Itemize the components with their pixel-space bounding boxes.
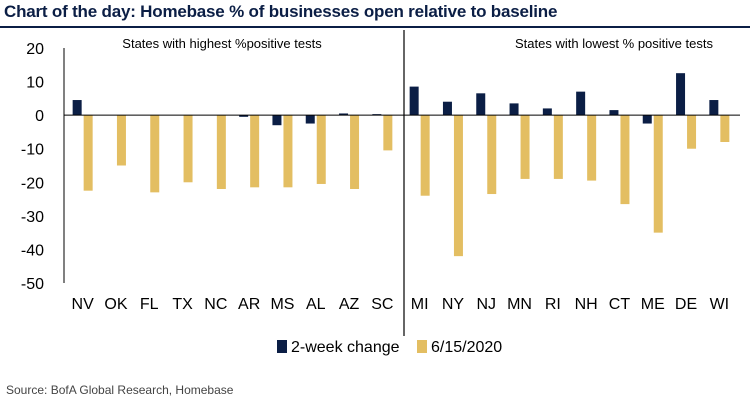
- bar-6-15-2020-nc: [216, 115, 226, 189]
- chart-title: Chart of the day: Homebase % of business…: [4, 2, 558, 21]
- y-tick-label-30: -30: [21, 209, 44, 226]
- group-label-2: States with lowest % positive tests: [515, 36, 713, 51]
- bar-6-15-2020-az: [350, 115, 360, 189]
- bar-2-week-change-ms: [272, 115, 282, 126]
- bar-6-15-2020-sc: [383, 115, 393, 151]
- x-tick-labels: NV OK FL TX NC AR MS AL AZ SC MI NY NJ MN RI NH CT ME DE WI: [72, 296, 730, 313]
- legend-label-2-week-change: 2-week change: [291, 339, 400, 356]
- x-tick-label-me: ME: [641, 296, 665, 313]
- x-tick-label-wi: WI: [710, 296, 730, 313]
- bar-6-15-2020-mi: [420, 115, 430, 196]
- legend-swatch-6-15-2020: [417, 340, 427, 353]
- y-tick-label-10: 10: [26, 75, 44, 92]
- y-tick-label-40: -40: [21, 242, 44, 259]
- bar-2-week-change-de: [676, 73, 686, 116]
- bar-6-15-2020-ok: [116, 115, 126, 166]
- x-tick-label-ar: AR: [238, 296, 260, 313]
- x-tick-label-ok: OK: [104, 296, 127, 313]
- source-note: Source: BofA Global Research, Homebase: [6, 383, 234, 397]
- bar-6-15-2020-me: [653, 115, 663, 233]
- bar-6-15-2020-nh: [587, 115, 597, 181]
- bar-2-week-change-nv: [72, 100, 82, 116]
- x-tick-label-de: DE: [675, 296, 697, 313]
- x-tick-label-al: AL: [306, 296, 326, 313]
- x-tick-label-ny: NY: [442, 296, 465, 313]
- bar-6-15-2020-fl: [150, 115, 160, 193]
- bar-6-15-2020-wi: [720, 115, 730, 142]
- bar-2-week-change-ar: [239, 115, 249, 117]
- x-tick-label-mi: MI: [411, 296, 429, 313]
- x-tick-label-nj: NJ: [476, 296, 496, 313]
- x-tick-label-sc: SC: [371, 296, 393, 313]
- bar-2-week-change-wi: [709, 100, 719, 116]
- bars-layer: [72, 73, 730, 257]
- bar-6-15-2020-tx: [183, 115, 193, 183]
- x-tick-label-mn: MN: [507, 296, 532, 313]
- bar-6-15-2020-de: [687, 115, 697, 149]
- bar-6-15-2020-mn: [520, 115, 530, 179]
- x-tick-label-fl: FL: [140, 296, 159, 313]
- bar-6-15-2020-nv: [83, 115, 93, 191]
- x-tick-label-az: AZ: [339, 296, 360, 313]
- y-tick-labels: 20 10 0 -10 -20 -30 -40 -50: [21, 41, 44, 293]
- y-tick-label-20: 20: [26, 41, 44, 58]
- x-tick-label-nc: NC: [204, 296, 227, 313]
- y-tick-label-0: 0: [35, 108, 44, 125]
- bar-2-week-change-az: [339, 113, 349, 116]
- bar-chart: 20 10 0 -10 -20 -30 -40 -50 NV OK FL TX NC AR MS AL AZ S…: [21, 30, 740, 356]
- bar-6-15-2020-ct: [620, 115, 630, 205]
- group-labels: States with highest %positive tests State…: [122, 36, 713, 51]
- bar-6-15-2020-nj: [487, 115, 497, 195]
- legend-swatch-2-week-change: [277, 340, 287, 353]
- bar-2-week-change-al: [305, 115, 315, 124]
- bar-2-week-change-mi: [409, 86, 419, 116]
- group-label-1: States with highest %positive tests: [122, 36, 322, 51]
- legend: 2-week change 6/15/2020: [277, 339, 502, 356]
- bar-2-week-change-sc: [372, 114, 382, 116]
- bar-6-15-2020-ms: [283, 115, 293, 188]
- x-tick-label-nv: NV: [72, 296, 95, 313]
- bar-2-week-change-ny: [442, 101, 452, 116]
- bar-2-week-change-ct: [609, 110, 619, 116]
- x-tick-label-nh: NH: [575, 296, 598, 313]
- legend-label-6-15-2020: 6/15/2020: [431, 339, 502, 356]
- title-rule: [0, 26, 750, 28]
- x-tick-label-ct: CT: [609, 296, 631, 313]
- x-tick-label-ri: RI: [545, 296, 561, 313]
- bar-2-week-change-nh: [576, 91, 586, 116]
- y-tick-label-50: -50: [21, 276, 44, 293]
- y-tick-label-10: -10: [21, 142, 44, 159]
- bar-2-week-change-nj: [476, 93, 486, 116]
- bar-2-week-change-me: [642, 115, 652, 124]
- bar-2-week-change-ri: [542, 108, 552, 116]
- bar-6-15-2020-al: [316, 115, 326, 184]
- bar-2-week-change-mn: [509, 103, 519, 116]
- bar-6-15-2020-ny: [453, 115, 463, 257]
- y-tick-label-20: -20: [21, 175, 44, 192]
- bar-6-15-2020-ar: [250, 115, 260, 188]
- bar-6-15-2020-ri: [553, 115, 563, 179]
- x-tick-label-tx: TX: [172, 296, 193, 313]
- x-tick-label-ms: MS: [270, 296, 294, 313]
